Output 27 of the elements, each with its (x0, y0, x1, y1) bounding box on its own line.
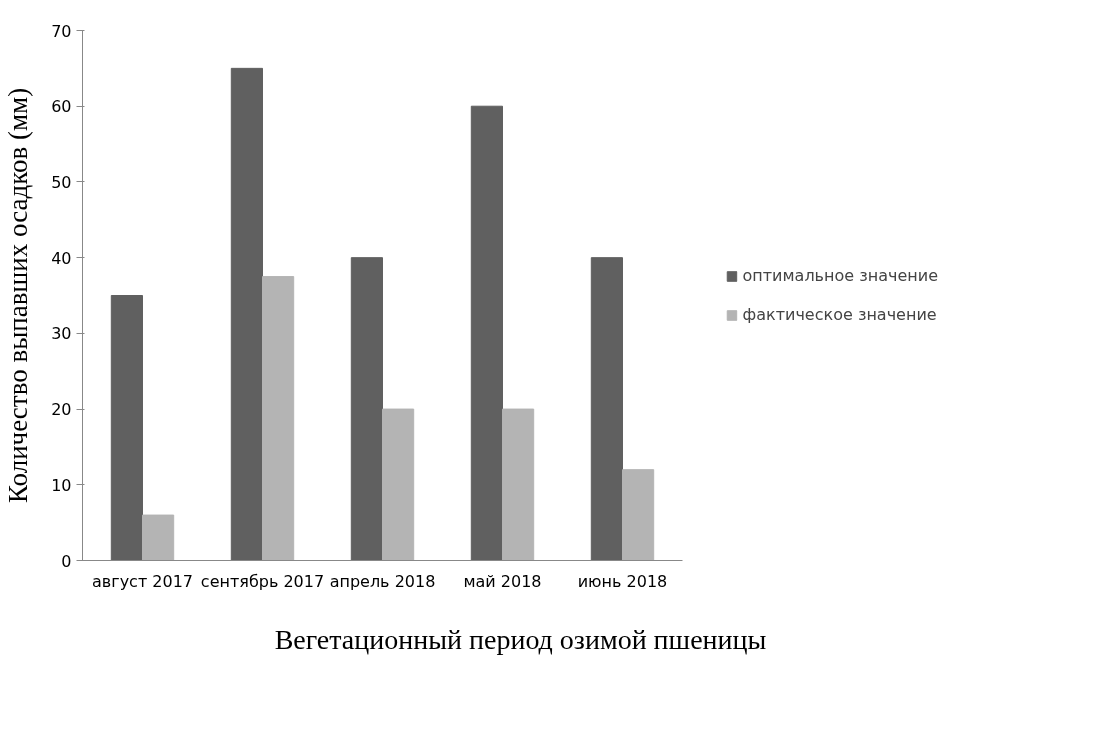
y-tick-label: 70 (51, 21, 72, 41)
legend-label: фактическое значение (742, 305, 937, 324)
bar (470, 105, 503, 561)
bar (502, 408, 535, 561)
bar (350, 257, 383, 561)
y-tick-label: 40 (51, 248, 72, 268)
y-tick-label: 10 (51, 475, 72, 495)
bar (230, 67, 263, 561)
x-tick-label: апрель 2018 (329, 571, 436, 591)
y-tick-label: 0 (61, 551, 72, 571)
bar (262, 276, 295, 561)
bar (590, 257, 623, 561)
x-tick-label: сентябрь 2017 (200, 571, 325, 591)
bar (622, 469, 655, 561)
x-tick-label: июнь 2018 (577, 571, 668, 591)
y-tick-label: 20 (51, 400, 72, 420)
x-tick-label: август 2017 (91, 571, 194, 591)
bar (382, 408, 415, 561)
y-tick-label: 60 (51, 97, 72, 117)
x-tick-label: май 2018 (463, 571, 542, 591)
y-tick-label: 30 (51, 324, 72, 344)
bar (110, 295, 143, 561)
y-axis-title: Количество выпавших осадков (мм) (3, 87, 34, 504)
legend-label: оптимальное значение (742, 266, 938, 285)
bar (142, 514, 175, 561)
x-axis-title: Вегетационный период озимой пшеницы (274, 623, 767, 655)
y-tick-label: 50 (51, 172, 72, 192)
